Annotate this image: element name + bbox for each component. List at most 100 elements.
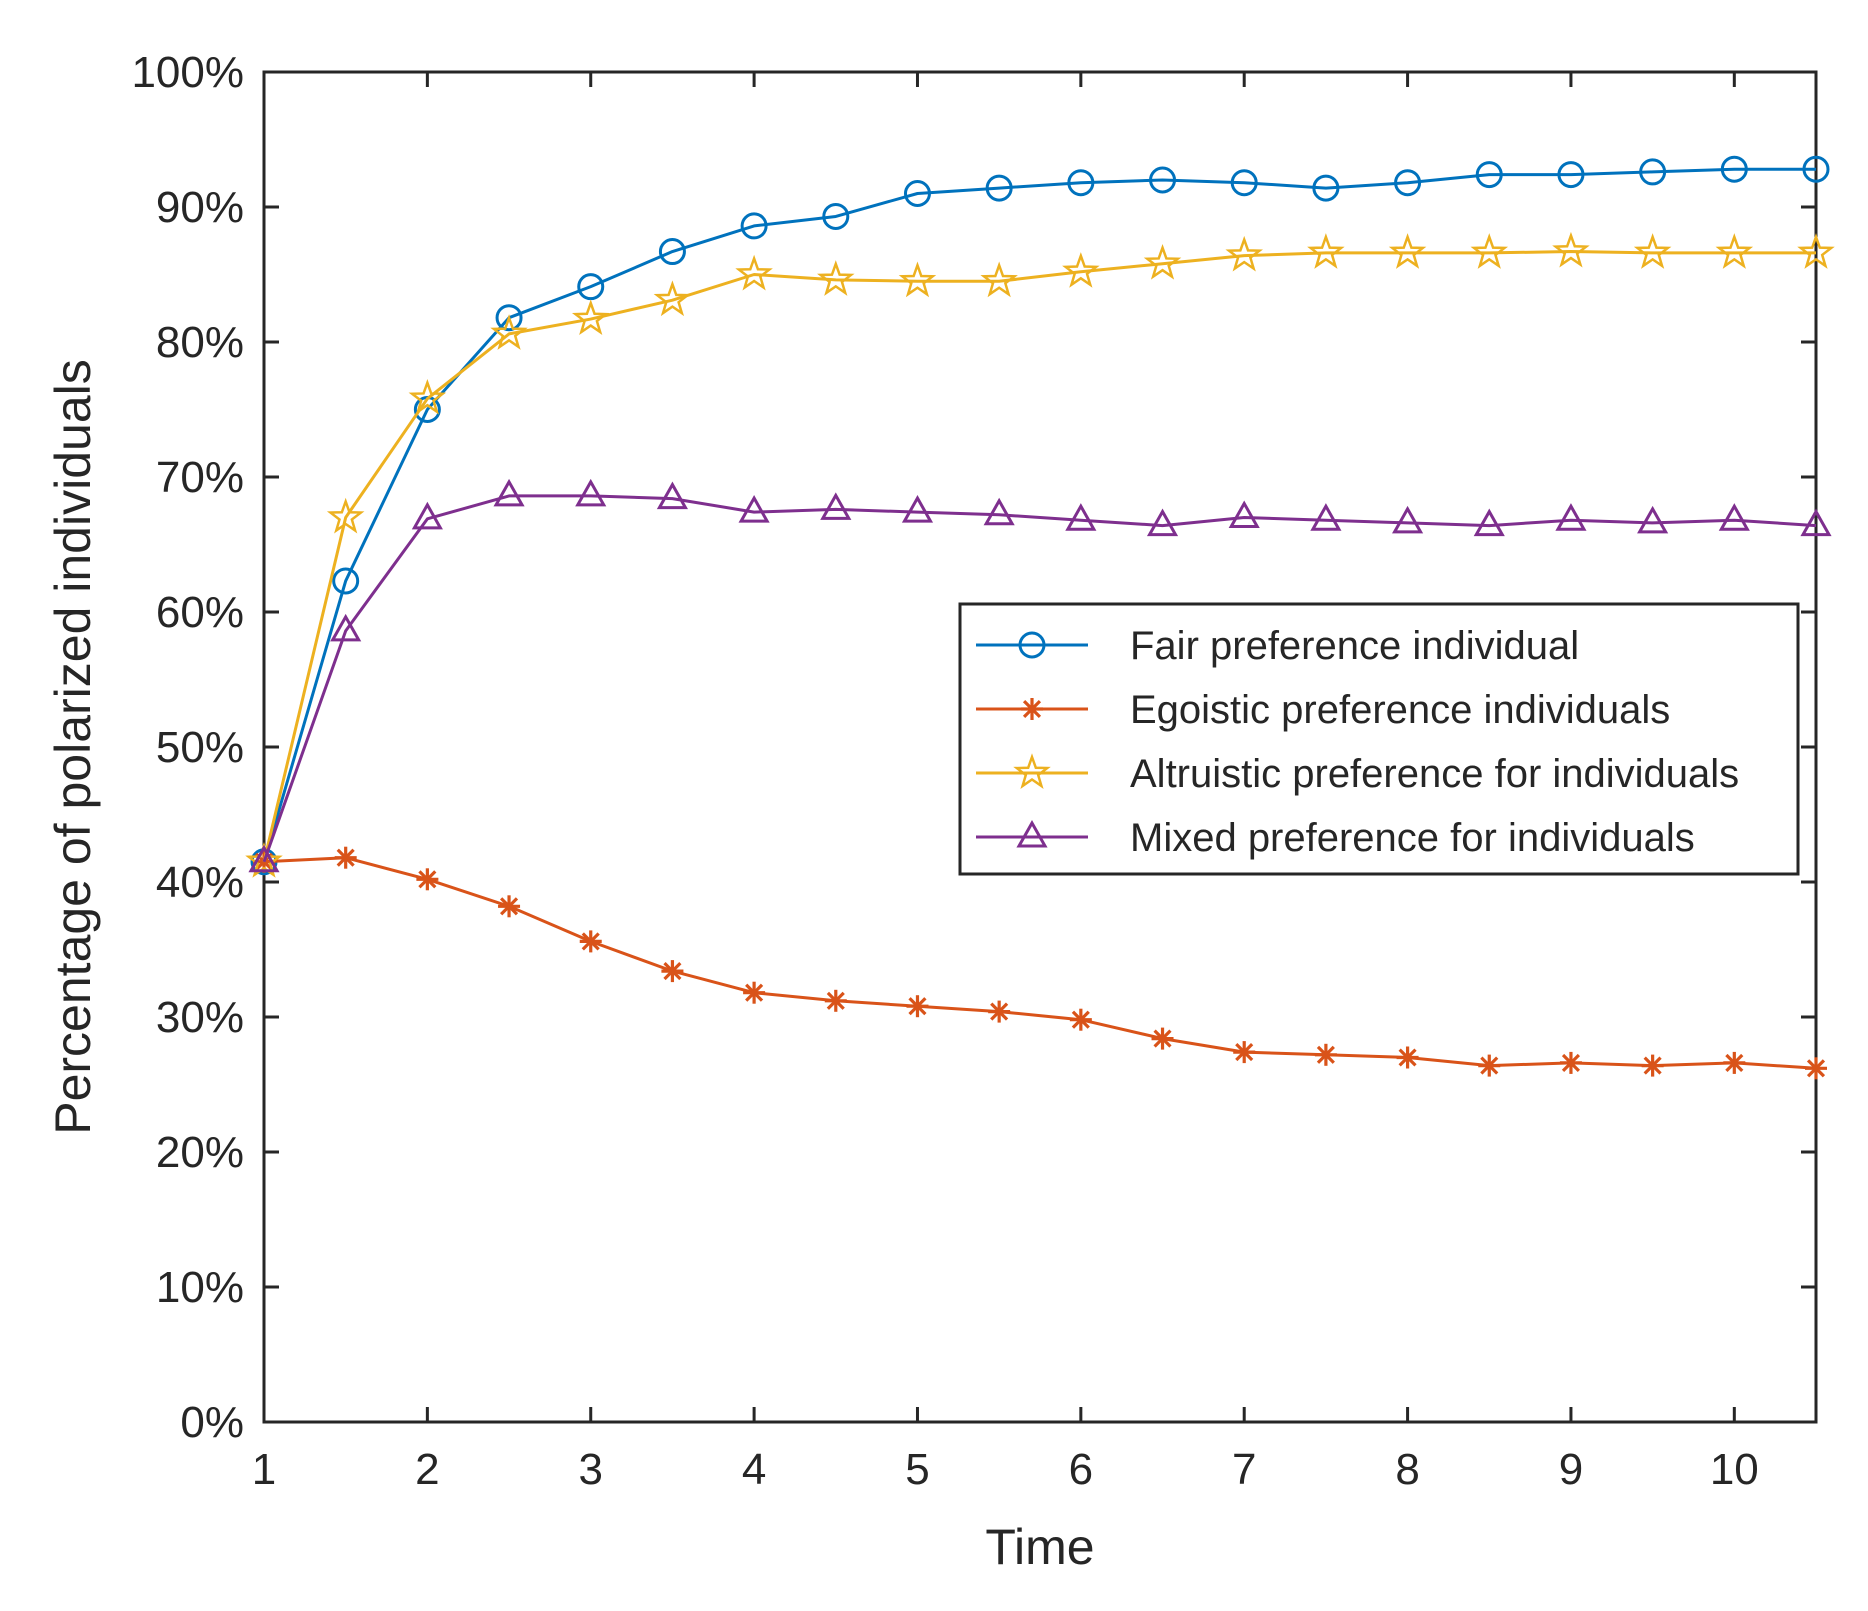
- x-tick-label: 5: [905, 1445, 929, 1494]
- data-point: [1552, 231, 1590, 268]
- y-tick-label: 80%: [156, 318, 244, 367]
- legend-box: [958, 602, 1800, 876]
- y-tick-label: 30%: [156, 993, 244, 1042]
- data-point: [1067, 169, 1095, 197]
- data-point: [245, 842, 283, 878]
- data-point: [901, 495, 934, 523]
- data-point: [1800, 508, 1832, 537]
- legend-label: Egoistic preference individuals: [1130, 688, 1670, 732]
- data-point: [1228, 500, 1260, 528]
- tick-labels: 1 2 3 4 5 6 7 8 9 100%10%20%30%40%50%60%70%80%90%…: [131, 48, 1758, 1494]
- data-point: [1310, 503, 1342, 531]
- y-tick-label: 20%: [156, 1128, 244, 1177]
- data-point: [1718, 503, 1750, 531]
- data-point: [1641, 1054, 1664, 1077]
- legend-label: Altruistic preference for individuals: [1130, 752, 1739, 796]
- y-axis-title: Percentage of polarized individuals: [45, 359, 101, 1135]
- y-tick-label: 10%: [156, 1263, 244, 1312]
- series-line: [262, 494, 1817, 863]
- legend-label: Mixed preference for individuals: [1130, 816, 1695, 860]
- data-point: [332, 567, 360, 595]
- data-point: [983, 497, 1015, 526]
- series-line: [262, 167, 1816, 863]
- data-point: [1805, 1057, 1827, 1080]
- data-point: [493, 478, 525, 507]
- data-point: [1225, 235, 1263, 272]
- x-axis-title: Time: [985, 1519, 1094, 1575]
- data-point: [1637, 505, 1669, 534]
- series-1: [250, 155, 1830, 876]
- x-tick-label: 8: [1395, 1445, 1419, 1494]
- data-point: [1069, 1008, 1092, 1031]
- data-point: [495, 304, 523, 332]
- data-point: [817, 260, 855, 296]
- data-point: [824, 989, 847, 1012]
- data-point: [1720, 155, 1748, 183]
- legend-marker: [1013, 753, 1051, 789]
- series-layer: [245, 155, 1835, 1080]
- data-point: [411, 501, 443, 530]
- data-point: [656, 481, 688, 510]
- data-point: [577, 273, 605, 301]
- data-point: [822, 202, 850, 230]
- data-point: [1797, 233, 1835, 269]
- x-tick-label: 9: [1559, 1445, 1583, 1494]
- data-point: [985, 174, 1013, 202]
- legend-label: Fair preference individual: [1130, 624, 1579, 668]
- y-tick-label: 0%: [180, 1398, 244, 1447]
- data-point: [498, 895, 521, 918]
- x-tick-label: 1: [252, 1445, 276, 1494]
- data-point: [416, 868, 439, 891]
- data-point: [490, 314, 528, 350]
- data-point: [988, 1000, 1011, 1023]
- data-point: [743, 981, 766, 1004]
- data-point: [906, 995, 929, 1018]
- axis-ticks: [262, 70, 1816, 1424]
- data-point: [1478, 1054, 1501, 1077]
- series-3: [245, 231, 1835, 878]
- data-point: [1639, 158, 1667, 186]
- x-tick-label: 7: [1232, 1445, 1256, 1494]
- data-point: [248, 844, 280, 873]
- data-point: [820, 492, 852, 520]
- data-point: [1394, 169, 1422, 197]
- data-point: [1473, 508, 1505, 537]
- data-point: [571, 299, 610, 336]
- data-point: [408, 378, 447, 415]
- x-tick-label: 10: [1710, 1445, 1759, 1494]
- y-tick-label: 90%: [156, 183, 244, 232]
- data-point: [1392, 505, 1424, 534]
- y-tick-label: 100%: [131, 48, 244, 97]
- data-point: [1314, 1043, 1337, 1066]
- data-point: [1143, 243, 1182, 280]
- y-tick-label: 60%: [156, 588, 244, 637]
- x-tick-label: 4: [742, 1445, 766, 1494]
- x-tick-label: 3: [578, 1445, 602, 1494]
- data-point: [898, 261, 937, 298]
- data-point: [326, 497, 365, 534]
- legend-entry: Egoistic preference individuals: [976, 688, 1670, 732]
- data-point: [661, 960, 684, 983]
- data-point: [903, 180, 931, 207]
- series-line: [263, 856, 1817, 1070]
- data-point: [1802, 155, 1830, 183]
- data-point: [1062, 252, 1100, 288]
- data-point: [1475, 161, 1503, 189]
- legend-marker: [1016, 819, 1048, 848]
- legend: Fair preference individual Egoistic prefe…: [958, 602, 1800, 876]
- data-point: [1065, 503, 1097, 531]
- y-tick-label: 40%: [156, 858, 244, 907]
- data-point: [1470, 233, 1509, 269]
- series-4: [248, 478, 1832, 873]
- data-point: [1307, 233, 1345, 269]
- data-point: [1146, 508, 1179, 537]
- data-point: [579, 930, 602, 953]
- data-point: [658, 238, 686, 266]
- data-point: [735, 254, 773, 291]
- y-tick-label: 70%: [156, 453, 244, 502]
- data-point: [1151, 1027, 1174, 1050]
- data-point: [1388, 233, 1427, 269]
- data-point: [1149, 166, 1177, 194]
- data-point: [1559, 1051, 1582, 1074]
